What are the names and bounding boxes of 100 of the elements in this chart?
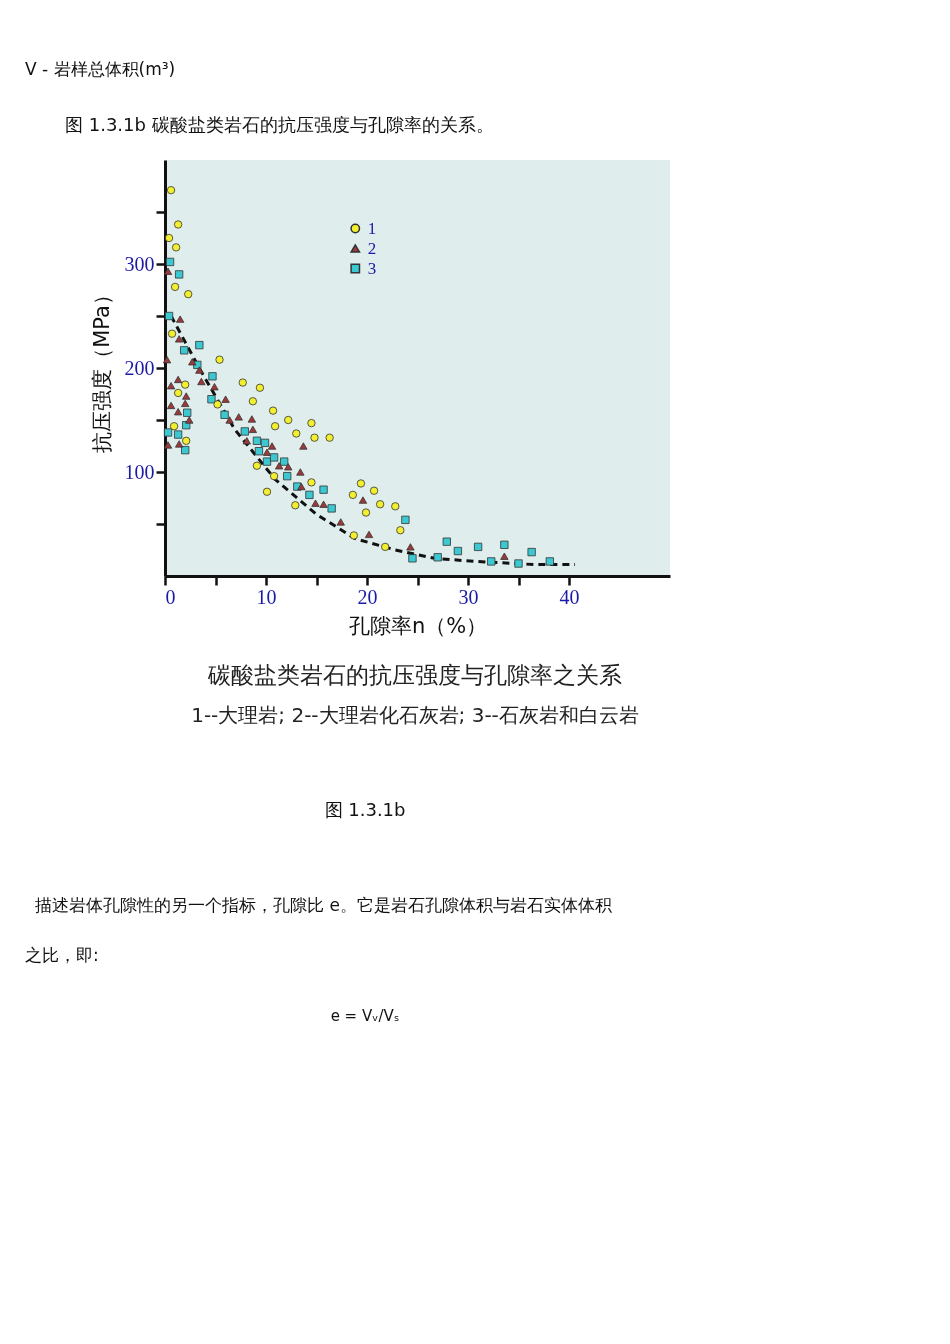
point	[240, 427, 249, 436]
point	[169, 422, 179, 431]
legend-label: 1	[367, 218, 377, 238]
point	[220, 410, 229, 419]
point	[307, 419, 316, 428]
point	[260, 438, 270, 447]
y-axis-title: 抗压强度（MPa）	[89, 284, 114, 453]
point	[163, 428, 173, 437]
point	[225, 416, 234, 424]
text: 描述岩体孔隙性的另一个指标，孔隙比 e。它是岩石孔隙体积与岩石实体体积	[35, 895, 612, 915]
point	[208, 372, 217, 381]
point	[238, 378, 247, 387]
point	[305, 490, 314, 499]
point	[215, 355, 224, 364]
point	[275, 462, 284, 470]
point	[164, 233, 174, 243]
point	[248, 425, 257, 433]
point	[348, 490, 357, 499]
point	[175, 270, 184, 279]
point	[252, 461, 262, 470]
point	[545, 557, 554, 566]
text: 1--大理岩; 2--大理岩化石灰岩; 3--石灰岩和白云岩	[191, 703, 639, 727]
point	[180, 346, 189, 355]
point	[185, 416, 194, 424]
chart-title: 图 1.3.1b 碳酸盐类岩石的抗压强度与孔隙率的关系。	[65, 114, 494, 135]
point	[267, 442, 277, 450]
point	[255, 383, 265, 392]
point	[248, 397, 257, 406]
point	[283, 472, 292, 481]
point	[262, 457, 272, 466]
point	[327, 504, 336, 513]
point	[175, 335, 184, 343]
legend-label: 2	[367, 238, 377, 258]
point	[164, 311, 174, 321]
point	[310, 433, 319, 442]
point	[487, 557, 496, 566]
point	[433, 553, 442, 562]
point	[369, 486, 379, 495]
legend-label: 3	[367, 258, 377, 278]
point	[473, 542, 483, 551]
point	[401, 515, 410, 524]
point	[166, 401, 176, 410]
point	[319, 485, 328, 494]
point	[396, 526, 405, 535]
x-tick-label: 30	[458, 585, 479, 608]
point	[325, 433, 334, 442]
point	[500, 540, 509, 549]
point	[453, 546, 463, 556]
point	[442, 537, 451, 546]
point	[162, 356, 172, 364]
point	[358, 496, 368, 504]
point	[262, 448, 272, 456]
point	[170, 282, 180, 291]
point	[181, 399, 190, 407]
point	[184, 290, 193, 299]
point	[307, 478, 316, 487]
point	[319, 500, 328, 508]
point	[381, 542, 390, 551]
point	[336, 518, 345, 526]
point	[242, 437, 251, 445]
text: V - 岩样总体积(m³)	[25, 59, 176, 79]
point	[268, 406, 278, 415]
y-tick-label: 200	[124, 356, 155, 379]
point	[174, 408, 183, 416]
point	[197, 377, 206, 386]
point	[391, 502, 400, 511]
x-tick-label: 20	[357, 585, 378, 608]
point	[182, 392, 191, 400]
point	[174, 430, 183, 439]
point	[174, 388, 183, 398]
point	[361, 508, 371, 517]
y-tick-label: 100	[124, 460, 155, 483]
point	[221, 395, 230, 403]
point	[311, 499, 320, 507]
point	[176, 315, 185, 323]
x-axis-title: 孔隙率n（%）	[348, 613, 488, 638]
point	[254, 447, 264, 456]
point	[364, 530, 374, 539]
point	[181, 380, 190, 389]
point	[280, 457, 289, 466]
point	[349, 531, 358, 540]
point	[182, 436, 191, 445]
point	[292, 429, 301, 438]
point	[166, 382, 176, 390]
point	[195, 366, 204, 374]
point	[234, 413, 243, 421]
point	[175, 440, 184, 448]
point	[269, 453, 279, 462]
point	[165, 257, 175, 267]
point	[163, 441, 173, 449]
text: e = Vᵥ/Vₛ	[330, 1007, 400, 1025]
point	[174, 375, 183, 384]
point	[356, 479, 366, 488]
point	[188, 358, 197, 366]
point	[296, 468, 305, 476]
point	[500, 552, 509, 560]
point	[527, 547, 536, 557]
point	[213, 400, 222, 409]
text: 之比，即:	[25, 945, 99, 965]
point	[408, 554, 417, 563]
